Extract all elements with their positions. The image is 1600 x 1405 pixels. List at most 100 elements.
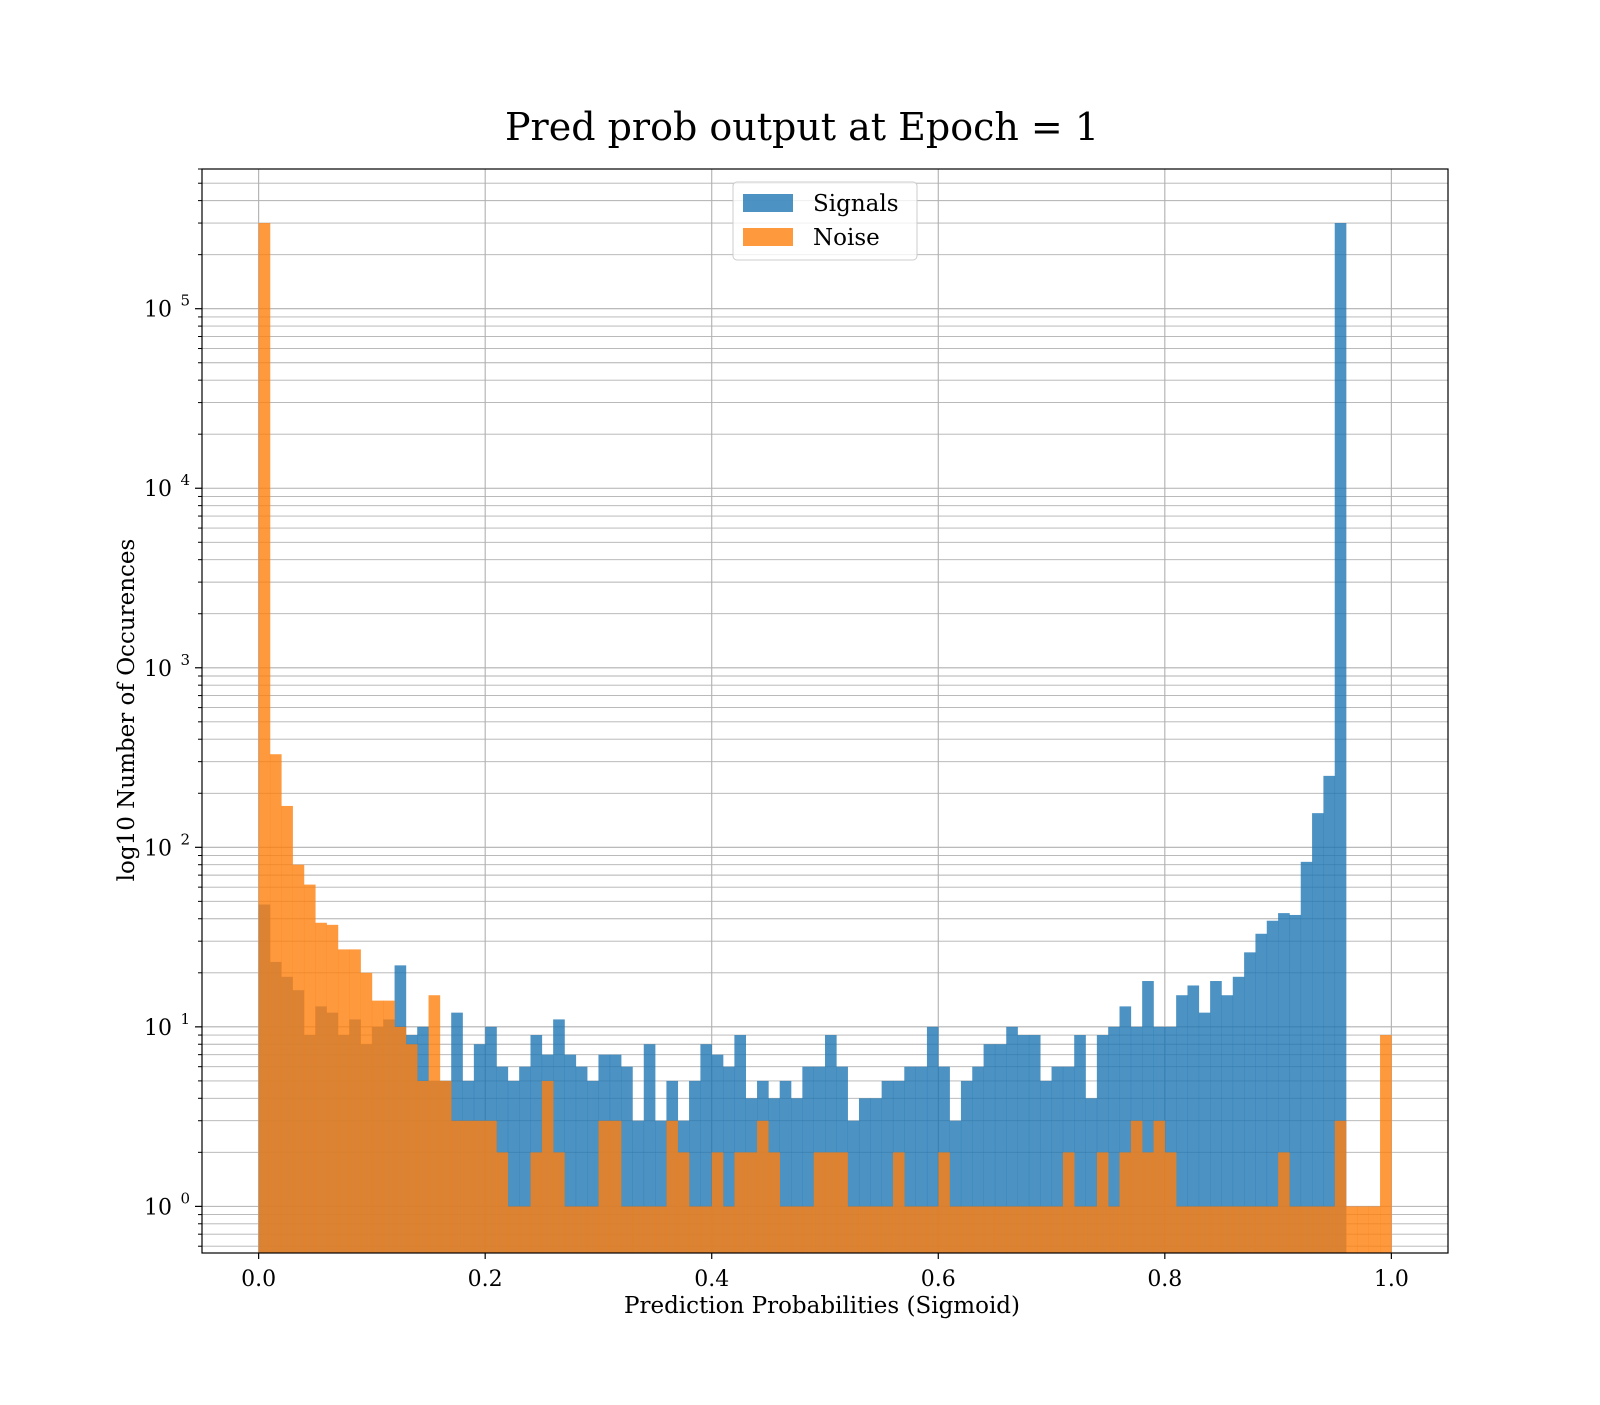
bar-signals — [1085, 1098, 1098, 1253]
bar-signals — [530, 1035, 543, 1253]
bar-signals — [1312, 813, 1324, 1253]
bar-signals — [972, 1066, 984, 1253]
bar-noise — [1119, 1152, 1132, 1253]
bar-noise — [462, 1120, 475, 1253]
bar-noise — [1164, 1152, 1177, 1253]
bar-noise — [451, 1120, 463, 1253]
bar-signals — [1176, 995, 1188, 1253]
bar-noise — [813, 1152, 826, 1253]
bar-signals — [904, 1066, 916, 1253]
bar-noise — [1142, 1152, 1154, 1253]
bar-noise — [371, 1000, 384, 1253]
bar-noise — [994, 1206, 1007, 1253]
bar-signals — [643, 1044, 656, 1253]
x-axis-ticks: 0.0 0.2 0.4 0.6 0.8 1.0 — [241, 1253, 1409, 1292]
bar-noise — [1244, 1206, 1256, 1253]
bar-signals — [1040, 1080, 1052, 1253]
bar-noise — [1176, 1206, 1188, 1253]
bar-noise — [949, 1206, 962, 1253]
bar-noise — [870, 1206, 882, 1253]
bar-noise — [1221, 1206, 1234, 1253]
chart-title: Pred prob output at Epoch = 1 — [505, 105, 1099, 149]
bar-signals — [1289, 914, 1302, 1253]
bar-noise — [485, 1120, 497, 1253]
y-axis-ticks: 10 0 10 1 10 2 10 3 10 4 10 5 — [144, 168, 202, 1247]
bar-signals — [621, 1066, 633, 1253]
bar-noise — [689, 1206, 701, 1253]
bar-noise — [666, 1120, 679, 1253]
y-tick-label: 10 — [144, 1195, 172, 1220]
bar-signals — [1334, 223, 1347, 1254]
bar-signals — [1187, 985, 1200, 1253]
legend: Signals Noise — [732, 181, 918, 261]
bar-signals — [949, 1120, 962, 1253]
bar-noise — [892, 1152, 905, 1253]
bar-noise — [1232, 1206, 1245, 1253]
bar-signals — [734, 1035, 747, 1253]
bar-signals — [1006, 1026, 1018, 1253]
bar-noise — [1085, 1206, 1098, 1253]
plot-area-frame — [201, 168, 1449, 1254]
bar-noise — [757, 1120, 769, 1253]
bar-signals — [1017, 1035, 1030, 1253]
bar-noise — [791, 1206, 803, 1253]
bar-noise — [711, 1152, 724, 1253]
bar-noise — [802, 1206, 814, 1253]
bar-signals — [1198, 1012, 1211, 1253]
bar-noise — [632, 1206, 645, 1253]
bar-noise — [587, 1206, 599, 1253]
bar-signals — [575, 1066, 588, 1253]
bar-noise — [519, 1206, 531, 1253]
bar-signals — [870, 1098, 882, 1253]
bar-noise — [337, 949, 350, 1253]
bar-signals — [1096, 1035, 1109, 1253]
bar-noise — [1198, 1206, 1211, 1253]
bar-noise — [473, 1120, 486, 1253]
bar-signals — [587, 1080, 599, 1253]
bar-signals — [632, 1120, 645, 1253]
bar-noise — [405, 1044, 418, 1253]
bar-signals — [723, 1066, 735, 1253]
x-tick-label: 0.6 — [921, 1267, 956, 1292]
bar-noise — [349, 949, 361, 1253]
bar-noise — [507, 1206, 520, 1253]
bar-signals — [1323, 775, 1336, 1253]
bar-signals — [553, 1019, 565, 1253]
bar-noise — [723, 1206, 735, 1253]
bar-signals — [994, 1044, 1007, 1253]
bar-signals — [1244, 952, 1256, 1253]
bar-noise — [1187, 1206, 1200, 1253]
bar-noise — [621, 1206, 633, 1253]
bar-noise — [1153, 1120, 1166, 1253]
bar-noise — [598, 1120, 611, 1253]
y-tick-exponent: 2 — [180, 830, 190, 848]
bar-signals — [1074, 1035, 1086, 1253]
bar-noise — [1028, 1206, 1041, 1253]
bar-noise — [1266, 1206, 1279, 1253]
bar-noise — [1300, 1206, 1313, 1253]
y-tick-exponent: 1 — [180, 1010, 190, 1028]
x-tick-label: 0.2 — [468, 1267, 503, 1292]
bar-noise — [1278, 1152, 1290, 1253]
bar-noise — [881, 1206, 894, 1253]
bar-signals — [1210, 981, 1222, 1253]
bar-noise — [1380, 1035, 1392, 1253]
bar-noise — [553, 1152, 565, 1253]
bar-noise — [428, 995, 441, 1253]
bar-noise — [904, 1206, 916, 1253]
bar-noise — [292, 864, 305, 1253]
bar-noise — [825, 1152, 837, 1253]
bar-signals — [847, 1120, 860, 1253]
y-axis-label: log10 Number of Occurences — [114, 539, 140, 882]
bar-noise — [394, 1026, 407, 1253]
legend-swatch-signals — [743, 194, 793, 212]
bar-noise — [1312, 1206, 1324, 1253]
bar-noise — [915, 1206, 928, 1253]
bar-noise — [745, 1152, 758, 1253]
y-tick-label: 10 — [144, 477, 172, 502]
bar-noise — [575, 1206, 588, 1253]
bar-noise — [847, 1206, 860, 1253]
y-tick-exponent: 3 — [180, 651, 190, 669]
bar-noise — [1051, 1206, 1064, 1253]
